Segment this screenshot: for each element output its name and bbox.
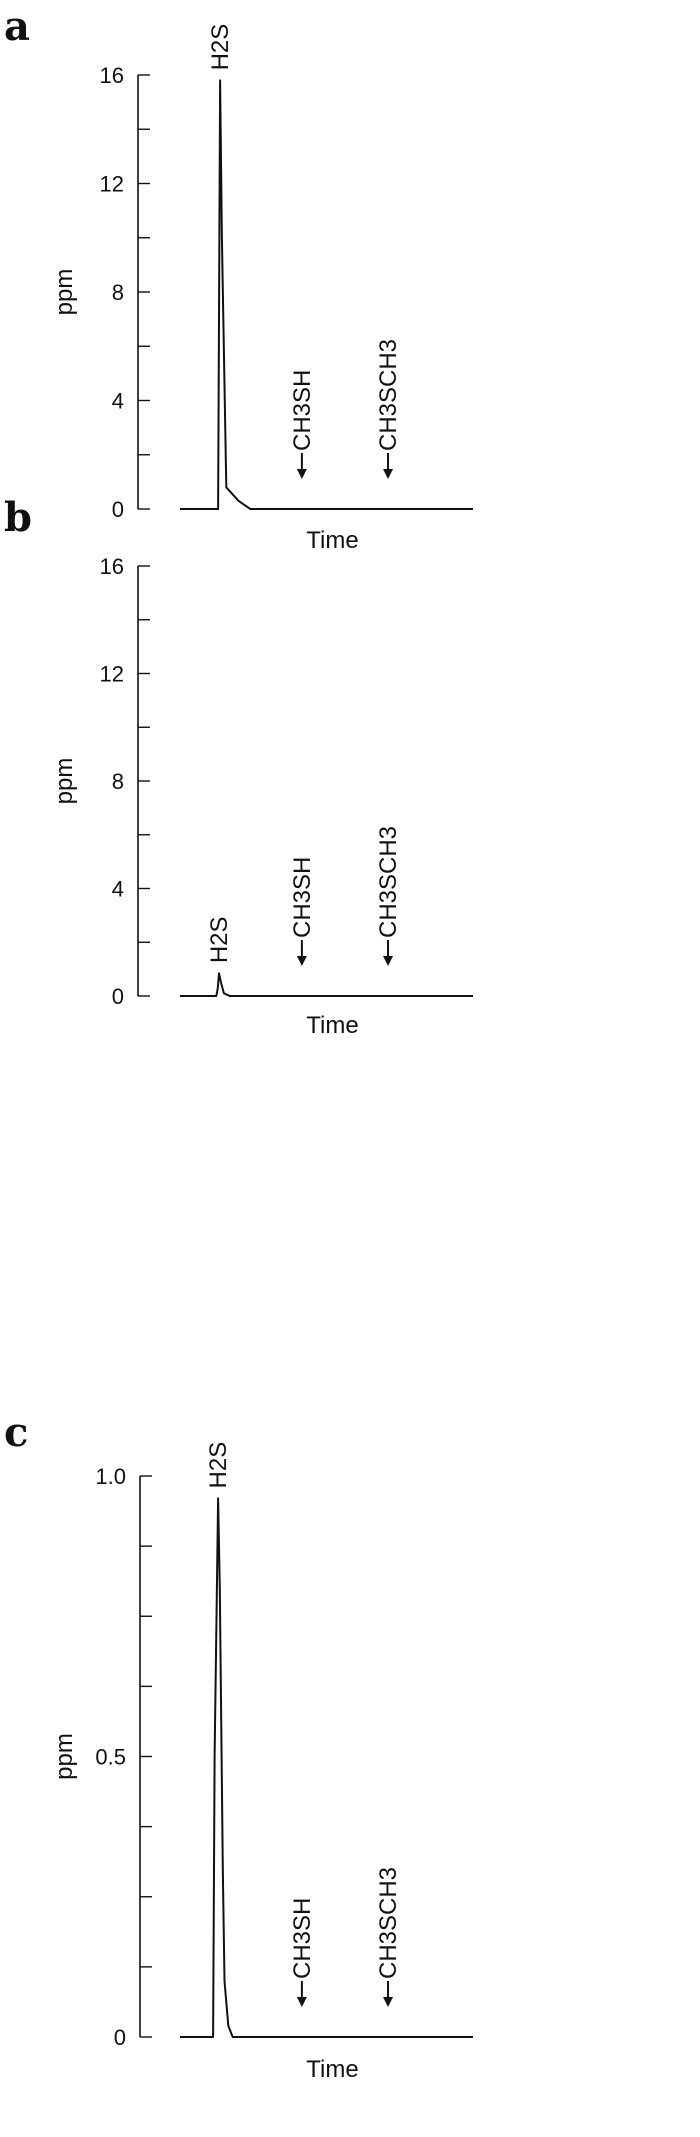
y-tick-label: 0 [114,2025,126,2050]
series-line [180,972,473,997]
y-tick-label: 16 [100,554,124,579]
arrow-down-icon [383,469,394,479]
y-tick-label: 8 [112,280,124,305]
y-axis-label: ppm [51,758,78,805]
compound-label: CH3SH [289,1898,316,1979]
compound-label: CH3SH [289,370,316,451]
y-tick-label: 0 [112,497,124,522]
y-tick-label: 12 [100,172,124,197]
y-tick-label: 12 [100,662,124,687]
y-tick-label: 8 [112,769,124,794]
panel-label: a [4,3,30,50]
peak-label: H2S [205,1442,232,1489]
series-line [180,1497,473,2038]
y-tick-label: 4 [112,877,124,902]
y-tick-label: 4 [112,389,124,414]
panel-label: c [4,1409,28,1456]
panel-c: c 0 0.5 1.0 ppm Time H2S CH3SH CH3SCH3 [4,1409,473,2083]
compound-label: CH3SCH3 [375,826,402,938]
arrow-down-icon [383,1997,394,2007]
series-line [180,79,473,510]
peak-label: H2S [206,916,233,963]
compound-label: CH3SCH3 [375,1867,402,1979]
x-axis-label: Time [306,527,358,554]
y-tick-label: 0 [112,984,124,1009]
arrow-down-icon [383,956,394,966]
y-axis-label: ppm [51,1733,78,1780]
compound-label: CH3SCH3 [375,339,402,451]
arrow-down-icon [296,469,307,479]
y-tick-label: 16 [100,63,124,88]
panel-b: b 0 4 8 12 16 ppm Time H2S CH3SH CH3SCH3 [4,494,473,1039]
peak-label: H2S [207,24,234,71]
x-axis-label: Time [306,2056,358,2083]
arrow-down-icon [296,1997,307,2007]
panel-a: a 0 4 8 12 16 ppm Time H2S CH3SH CH3SCH3 [4,3,473,554]
y-tick-label: 1.0 [95,1464,126,1489]
panel-label: b [4,494,32,541]
y-tick-label: 0.5 [95,1745,126,1770]
x-axis-label: Time [306,1012,358,1039]
arrow-down-icon [296,956,307,966]
compound-label: CH3SH [289,857,316,938]
y-axis-label: ppm [51,269,78,316]
